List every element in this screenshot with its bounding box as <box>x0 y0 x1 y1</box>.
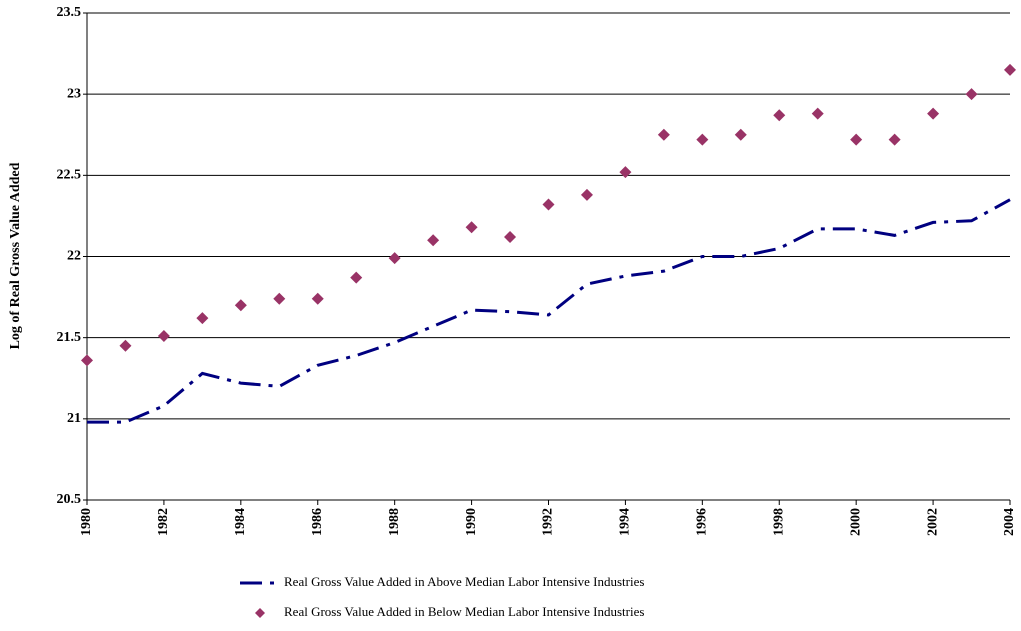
data-point <box>811 107 824 120</box>
data-point <box>542 198 555 211</box>
y-tick-label: 22 <box>67 249 81 264</box>
x-tick-label: 1986 <box>310 508 325 536</box>
data-line <box>87 198 1011 424</box>
y-axis-title: Log of Real Gross Value Added <box>8 162 23 349</box>
data-point <box>1004 63 1016 76</box>
y-tick-label: 23 <box>67 86 81 101</box>
y-tick-label: 22.5 <box>57 168 82 183</box>
data-point <box>504 231 517 244</box>
data-point <box>119 339 132 352</box>
data-point <box>350 271 363 284</box>
data-point <box>157 330 170 343</box>
data-point <box>850 133 863 146</box>
x-tick-label: 1994 <box>618 508 633 536</box>
x-tick-label: 2000 <box>848 508 863 536</box>
y-tick-label: 23.5 <box>57 5 82 20</box>
data-point <box>657 128 670 141</box>
data-point <box>81 354 93 367</box>
data-point <box>311 292 324 305</box>
x-tick-label: 1988 <box>387 508 402 536</box>
data-point <box>465 221 478 234</box>
y-tick-label: 20.5 <box>57 492 82 507</box>
x-tick-label: 1996 <box>695 508 710 536</box>
x-tick-label: 1990 <box>464 508 479 536</box>
x-tick-label: 1992 <box>541 508 556 536</box>
data-point <box>273 292 286 305</box>
x-tick-label: 1984 <box>233 508 248 536</box>
data-point <box>888 133 901 146</box>
data-point <box>388 252 401 265</box>
data-point <box>696 133 709 146</box>
data-point <box>234 299 247 312</box>
legend-label: Real Gross Value Added in Above Median L… <box>284 574 644 589</box>
x-tick-label: 1998 <box>771 508 786 536</box>
data-point <box>619 166 632 179</box>
data-point <box>196 312 209 325</box>
x-tick-label: 2002 <box>925 508 940 536</box>
data-point <box>734 128 747 141</box>
x-tick-label: 2004 <box>1002 508 1017 536</box>
legend-marker <box>255 608 265 618</box>
data-point <box>773 109 786 122</box>
data-point <box>965 88 978 101</box>
y-tick-label: 21.5 <box>57 330 82 345</box>
data-point <box>927 107 940 120</box>
x-tick-label: 1980 <box>79 508 94 536</box>
data-point <box>427 234 440 247</box>
data-point <box>580 188 593 201</box>
legend-label: Real Gross Value Added in Below Median L… <box>284 604 644 619</box>
x-tick-label: 1982 <box>156 508 171 536</box>
y-tick-label: 21 <box>67 411 81 426</box>
